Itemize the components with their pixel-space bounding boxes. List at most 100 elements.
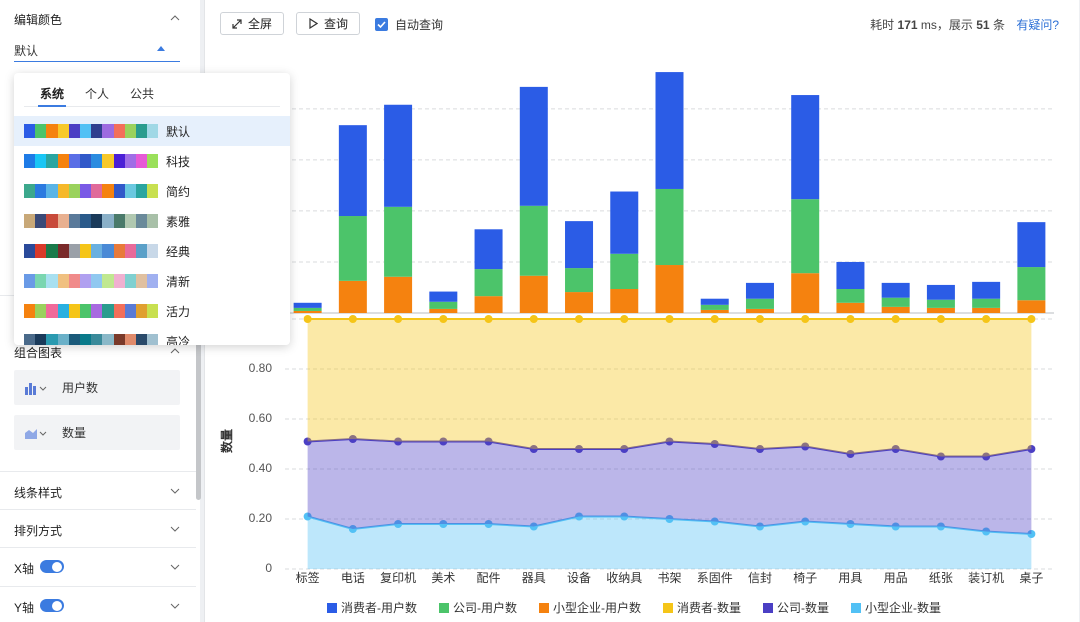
point: [575, 445, 584, 453]
legend-label: 小型企业-用户数: [553, 600, 641, 615]
help-link[interactable]: 有疑问?: [1016, 18, 1059, 32]
bar: [972, 298, 1001, 308]
palette-option[interactable]: 活力: [14, 296, 290, 326]
point: [348, 315, 357, 323]
palette-option[interactable]: 简约: [14, 176, 290, 206]
scrollbar[interactable]: [196, 285, 201, 500]
palette-option[interactable]: 素雅: [14, 206, 290, 236]
section-title[interactable]: 线条样式: [14, 486, 63, 500]
toggle-label: X轴: [14, 562, 35, 576]
point: [755, 445, 764, 453]
legend-label: 公司-数量: [777, 600, 829, 615]
point: [801, 442, 810, 451]
tab[interactable]: 公共: [130, 87, 155, 101]
palette-name: 默认: [166, 125, 191, 139]
bar: [384, 104, 413, 207]
x-tick-label: 装订机: [968, 571, 1004, 585]
palette-option[interactable]: 默认: [14, 116, 290, 146]
palette-name: 清新: [166, 275, 191, 289]
y2-tick-label: 0.20: [249, 511, 273, 525]
point: [484, 315, 493, 323]
palette-option[interactable]: 科技: [14, 146, 290, 176]
swatch-color: [79, 214, 92, 228]
x-tick-label: 配件: [477, 571, 501, 585]
y2-axis-label: 数量: [219, 429, 234, 453]
swatch-color: [46, 154, 58, 168]
swatch-color: [79, 184, 92, 198]
stats-count: 51: [976, 18, 990, 32]
swatch-color: [68, 124, 80, 138]
swatch-color: [35, 274, 47, 288]
palette-name: 高冷: [166, 335, 191, 345]
swatch-color: [135, 274, 148, 288]
legend-swatch: [763, 603, 773, 613]
palette-option[interactable]: 高冷: [14, 326, 290, 345]
swatch-color: [124, 244, 136, 258]
combo-item[interactable]: 数量: [14, 415, 180, 450]
swatch-color: [102, 334, 114, 345]
point: [846, 520, 855, 528]
x-tick-label: 书架: [657, 571, 681, 585]
bar: [293, 310, 322, 313]
point: [755, 522, 764, 531]
swatch-color: [91, 304, 103, 318]
divider: [0, 471, 196, 472]
swatch-color: [68, 184, 80, 198]
color-select[interactable]: 默认: [14, 42, 180, 62]
play-icon: [309, 18, 318, 29]
point: [394, 520, 403, 528]
checkbox-label: 自动查询: [395, 18, 444, 32]
bar: [700, 298, 729, 305]
bar: [519, 205, 548, 276]
swatch-color: [68, 334, 80, 345]
swatch-color: [79, 304, 92, 318]
point: [755, 315, 764, 323]
toggle-knob: [52, 561, 62, 572]
bar: [881, 306, 910, 313]
x-tick-label: 纸张: [929, 571, 953, 585]
combo-item[interactable]: 用户数: [14, 370, 180, 405]
fullscreen-button[interactable]: 全屏: [220, 12, 284, 35]
auto-query[interactable]: 自动查询: [375, 16, 443, 33]
point: [1027, 445, 1036, 453]
swatch-color: [68, 274, 80, 288]
point: [936, 315, 945, 323]
bar: [700, 304, 729, 310]
palette-option[interactable]: 清新: [14, 266, 290, 296]
area: [307, 319, 1032, 457]
swatch-color: [57, 274, 69, 288]
section-title[interactable]: 编辑颜色: [14, 13, 63, 27]
swatch-color: [24, 124, 36, 138]
x-tick-label: 信封: [748, 571, 772, 585]
bar: [655, 265, 684, 313]
point: [891, 315, 900, 323]
palette-swatch: [24, 214, 159, 228]
swatch-color: [147, 334, 159, 345]
bar: [565, 221, 594, 269]
toggle[interactable]: [40, 599, 64, 612]
swatch-color: [79, 124, 92, 138]
section-title[interactable]: 组合图表: [14, 346, 63, 360]
query-button[interactable]: 查询: [296, 12, 360, 35]
tab[interactable]: 个人: [85, 87, 110, 101]
palette-swatch: [24, 244, 159, 258]
toggle[interactable]: [40, 560, 64, 573]
palette-name: 素雅: [166, 215, 191, 229]
x-tick-label: 复印机: [380, 571, 416, 585]
swatch-color: [113, 274, 125, 288]
point: [982, 315, 991, 323]
swatch-color: [113, 304, 125, 318]
swatch-color: [68, 304, 80, 318]
swatch-color: [57, 244, 69, 258]
tab[interactable]: 系统: [40, 87, 65, 101]
palette-option[interactable]: 经典: [14, 236, 290, 266]
chevron-down: [170, 603, 180, 609]
select-value: 默认: [14, 44, 39, 58]
point: [846, 315, 855, 323]
checkbox[interactable]: [375, 18, 388, 31]
swatch-color: [68, 244, 80, 258]
swatch-color: [24, 244, 36, 258]
swatch-color: [79, 154, 92, 168]
section-title[interactable]: 排列方式: [14, 524, 63, 538]
